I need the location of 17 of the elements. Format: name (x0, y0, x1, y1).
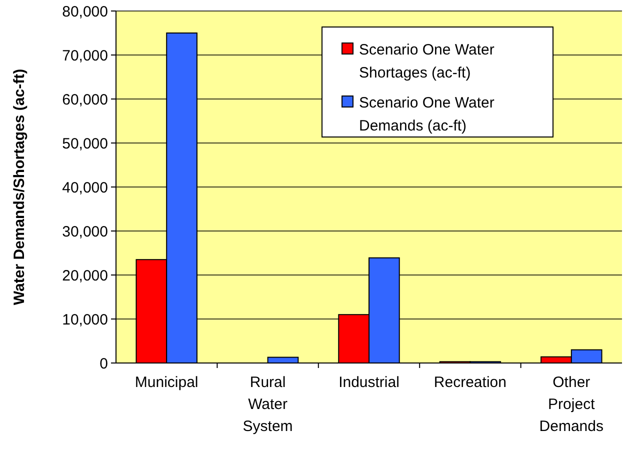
y-tick-label: 0 (100, 355, 108, 372)
y-tick-label: 40,000 (62, 179, 108, 196)
y-tick-label: 50,000 (62, 135, 108, 152)
x-tick-label: Municipal (134, 374, 198, 391)
y-tick-label: 80,000 (62, 3, 108, 20)
x-tick-label: Rural Water System (242, 374, 293, 435)
y-axis-title: Water Demands/Shortages (ac-ft) (11, 68, 28, 306)
x-tick-label: Other Project Demands (539, 374, 604, 435)
legend-label: Scenario One Water Demands (ac-ft) (359, 94, 494, 134)
y-tick-label: 60,000 (62, 91, 108, 108)
x-tick-label: Recreation (434, 374, 506, 391)
x-tick-label: Industrial (338, 374, 400, 391)
y-tick-label: 10,000 (62, 311, 108, 328)
y-tick-label: 30,000 (62, 223, 108, 240)
y-tick-label: 70,000 (62, 47, 108, 64)
y-tick-label: 20,000 (62, 267, 108, 284)
legend-label: Scenario One Water Shortages (ac-ft) (359, 41, 494, 82)
